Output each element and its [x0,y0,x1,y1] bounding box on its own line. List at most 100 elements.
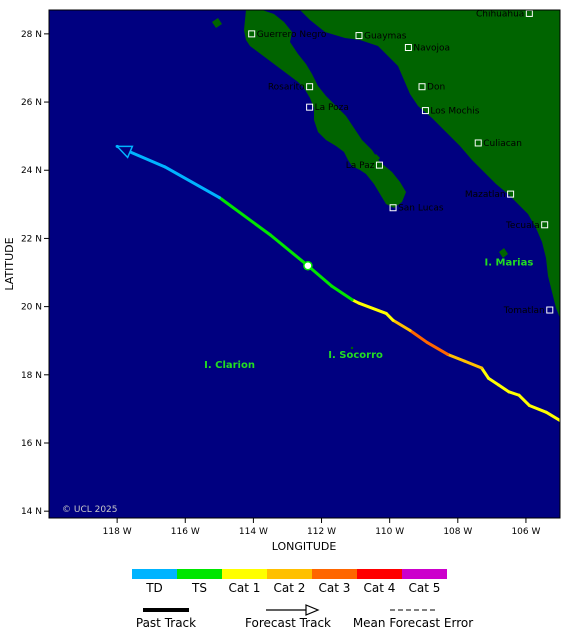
city-marker: Tecuala [505,221,549,231]
island-marias-shape [499,248,508,258]
city-marker: La Poza [306,103,349,113]
x-tick-label: 106 W [511,527,540,537]
baja-california [244,10,406,208]
legend-past-track: Past Track [136,608,196,630]
legend-swatch [177,569,222,579]
city-marker: Don [418,83,445,93]
forecast-track-segment [425,340,450,356]
forecast-track-segment [486,376,501,387]
current-position-marker [303,260,313,271]
city-marker: Culiacan [474,139,522,149]
x-tick-label: 118 W [103,527,132,537]
island-label: I. Socorro [328,350,383,361]
y-axis-title: LATITUDE [3,237,16,290]
y-tick-label: 24 N [21,166,42,176]
forecast-track-segment [544,410,560,423]
x-tick-label: 108 W [443,527,472,537]
forecast-track-segment [463,359,484,370]
city-square-icon [404,44,412,52]
track-layer [115,144,560,423]
forecast-track-segment [446,352,467,363]
city-square-icon [355,32,363,40]
category-legend: TD TS Cat 1 Cat 2 Cat 3 Cat 4 Cat 5 [132,569,447,595]
city-square-icon [541,221,549,229]
x-tick-label: 112 W [307,527,336,537]
y-tick-label: 22 N [21,234,42,244]
city-square-icon [306,83,314,91]
mean-error-label: Mean Forecast Error [353,616,473,630]
city-square-icon [546,306,554,314]
y-tick-label: 18 N [21,371,42,381]
forecast-track-segment [507,390,521,397]
y-tick-label: 26 N [21,98,42,108]
past-track-label: Past Track [136,616,196,630]
city-label: San Lucas [398,204,444,214]
legend-swatch [222,569,267,579]
forecast-arrow-icon [115,145,134,159]
legend-swatch [267,569,312,579]
city-marker: Chihuahua [476,9,533,19]
city-square-icon [474,139,482,147]
city-label: Tomatlan [503,306,545,316]
y-tick-label: 14 N [21,507,42,517]
island-label-layer: I. Marias I. Socorro I. Clarion [204,258,533,371]
legend-category-label: TD [145,581,163,595]
forecast-track-segment [306,264,334,288]
forecast-track-segment [408,328,429,344]
city-square-icon [389,204,397,212]
city-square-icon [248,30,256,38]
city-label: Los Mochis [430,107,479,117]
map-area: Chihuahua Guerrero Negro Guaymas Navojoa Ros… [49,9,560,518]
forecast-track-segment [391,318,412,332]
city-square-icon [306,103,314,111]
city-label: Rosarito [268,83,305,93]
city-square-icon [418,83,426,91]
city-label: Navojoa [413,44,450,54]
city-square-icon [421,107,429,115]
city-label: Mazatlan [465,190,506,200]
legend-category-label: Cat 4 [364,581,396,595]
legend-forecast-track: Forecast Track [245,604,331,630]
x-tick-label: 116 W [171,527,200,537]
forecast-track-segment [517,393,531,407]
y-tick-label: 20 N [21,303,42,313]
copyright: © UCL 2025 [62,505,118,515]
forecast-track-segment [384,311,395,322]
x-tick-label: 114 W [239,527,268,537]
island-label: I. Clarion [204,360,255,371]
forecast-track-segment [330,284,354,302]
forecast-track-segment [217,196,272,237]
city-square-icon [507,190,515,198]
legend-swatch [132,569,177,579]
city-layer: Chihuahua Guerrero Negro Guaymas Navojoa Ros… [248,9,554,316]
forecast-track-segment [357,301,388,315]
city-label: Chihuahua [476,9,524,19]
city-marker: Navojoa [404,44,450,54]
city-marker: Guaymas [355,32,407,42]
city-label: Don [427,83,445,93]
city-label: La Paz [346,161,375,171]
forecast-track-label: Forecast Track [245,616,331,630]
island-socorro-shape [350,346,354,350]
legend-swatch [357,569,402,579]
legend-category-label: Cat 2 [274,581,306,595]
island-label: I. Marias [485,258,534,269]
city-label: Guaymas [364,32,407,42]
city-label: Guerrero Negro [257,30,327,40]
forecast-track-segment [268,233,310,268]
city-marker: Guerrero Negro [248,30,327,40]
legend-swatch [402,569,447,579]
city-marker: San Lucas [389,204,444,214]
island-cedros [212,18,222,28]
y-tick-label: 16 N [21,439,42,449]
forecast-track-segment [527,403,548,414]
city-square-icon [375,161,383,169]
city-marker: Mazatlan [465,190,515,200]
city-marker: Rosarito [268,83,314,93]
legend-category-label: Cat 5 [409,581,441,595]
island-espiritu-santo [372,154,380,162]
forecast-arrow-icon [305,604,320,616]
legend-category-label: TS [191,581,207,595]
forecast-track-segment [163,165,221,200]
